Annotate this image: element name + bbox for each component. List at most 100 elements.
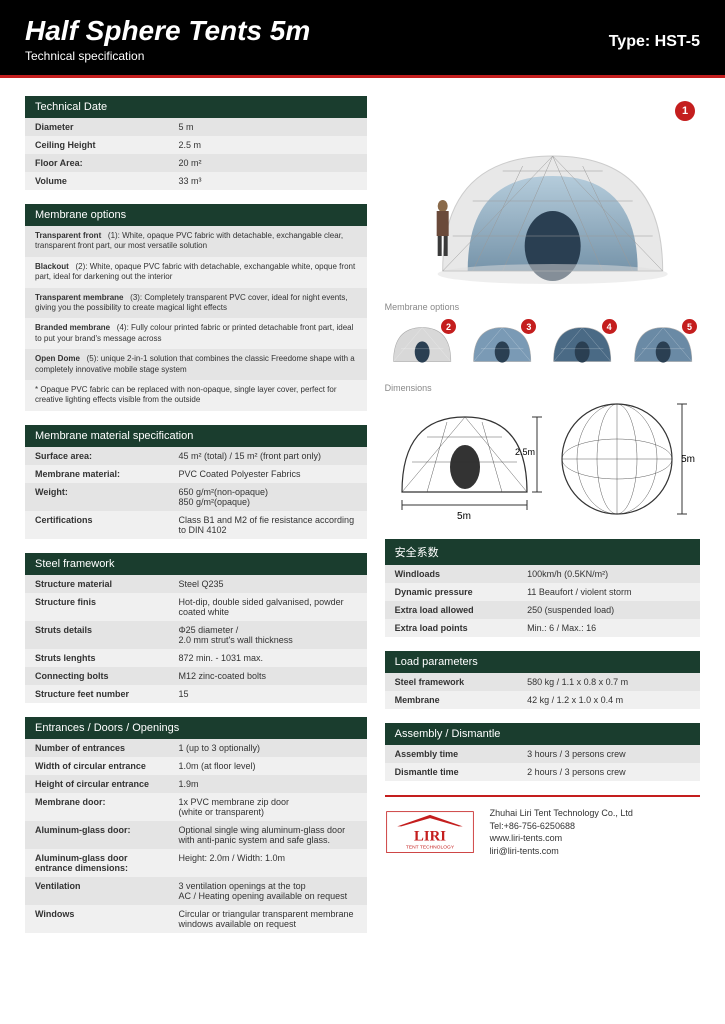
row-key: Surface area: <box>25 447 168 465</box>
row-key: Dynamic pressure <box>385 583 517 601</box>
row-value: 42 kg / 1.2 x 1.0 x 0.4 m <box>517 691 700 709</box>
row-key: Extra load allowed <box>385 601 517 619</box>
row-key: Extra load points <box>385 619 517 637</box>
membrane-option: Branded membrane (4): Fully colour print… <box>25 318 367 349</box>
thumbnail-row: 2345 <box>385 316 700 371</box>
page-subtitle: Technical specification <box>25 49 700 63</box>
row-key: Assembly time <box>385 745 517 763</box>
company-info: Zhuhai Liri Tent Technology Co., Ltd Tel… <box>490 807 633 857</box>
row-key: Struts lenghts <box>25 649 168 667</box>
svg-text:LIRI: LIRI <box>414 828 446 844</box>
row-value: 100km/h (0.5KN/m²) <box>517 565 700 583</box>
label-membrane-options: Membrane options <box>385 302 700 312</box>
membrane-note: * Opaque PVC fabric can be replaced with… <box>25 380 367 411</box>
table-entrances: Number of entrances1 (up to 3 optionally… <box>25 739 367 933</box>
row-value: 1.0m (at floor level) <box>168 757 366 775</box>
row-value: 5 m <box>168 118 366 136</box>
dimension-diagrams: 5m 2.5m 5m <box>385 397 700 527</box>
table-safety: Windloads100km/h (0.5KN/m²)Dynamic press… <box>385 565 700 637</box>
section-membrane-options: Membrane options <box>25 204 367 226</box>
company-email: liri@liri-tents.com <box>490 845 633 858</box>
section-steel: Steel framework <box>25 553 367 575</box>
row-value: Optional single wing aluminum-glass door… <box>168 821 366 849</box>
row-key: Diameter <box>25 118 168 136</box>
row-key: Width of circular entrance <box>25 757 168 775</box>
row-key: Structure material <box>25 575 168 593</box>
row-value: Φ25 diameter / 2.0 mm strut's wall thick… <box>168 621 366 649</box>
row-value: 2 hours / 3 persons crew <box>517 763 700 781</box>
row-key: Membrane material: <box>25 465 168 483</box>
row-key: Certifications <box>25 511 168 539</box>
membrane-option: Transparent front (1): White, opaque PVC… <box>25 226 367 257</box>
row-key: Aluminum-glass door entrance dimensions: <box>25 849 168 877</box>
row-value: 650 g/m²(non-opaque) 850 g/m²(opaque) <box>168 483 366 511</box>
table-membrane-spec: Surface area:45 m² (total) / 15 m² (fron… <box>25 447 367 539</box>
row-value: Height: 2.0m / Width: 1.0m <box>168 849 366 877</box>
row-value: 872 min. - 1031 max. <box>168 649 366 667</box>
dim-full: 5m <box>681 454 695 465</box>
membrane-option: Open Dome (5): unique 2-in-1 solution th… <box>25 349 367 380</box>
section-assembly: Assembly / Dismantle <box>385 723 700 745</box>
company-name: Zhuhai Liri Tent Technology Co., Ltd <box>490 807 633 820</box>
row-key: Number of entrances <box>25 739 168 757</box>
row-key: Weight: <box>25 483 168 511</box>
label-dimensions: Dimensions <box>385 383 700 393</box>
row-value: 3 hours / 3 persons crew <box>517 745 700 763</box>
row-value: Steel Q235 <box>168 575 366 593</box>
section-technical-date: Technical Date <box>25 96 367 118</box>
membrane-option: Blackout (2): White, opaque PVC fabric w… <box>25 257 367 288</box>
svg-text:TENT TECHNOLOGY: TENT TECHNOLOGY <box>406 844 455 850</box>
section-load: Load parameters <box>385 651 700 673</box>
page-title: Half Sphere Tents 5m <box>25 15 700 47</box>
row-key: Dismantle time <box>385 763 517 781</box>
membrane-option: Transparent membrane (3): Completely tra… <box>25 288 367 319</box>
row-value: 20 m² <box>168 154 366 172</box>
dim-width: 5m <box>457 511 471 522</box>
thumbnail-2: 2 <box>385 316 459 371</box>
row-value: 2.5 m <box>168 136 366 154</box>
row-key: Connecting bolts <box>25 667 168 685</box>
row-key: Volume <box>25 172 168 190</box>
row-value: Hot-dip, double sided galvanised, powder… <box>168 593 366 621</box>
row-key: Windloads <box>385 565 517 583</box>
company-web: www.liri-tents.com <box>490 832 633 845</box>
row-key: Ventilation <box>25 877 168 905</box>
table-load: Steel framework580 kg / 1.1 x 0.8 x 0.7 … <box>385 673 700 709</box>
row-value: Min.: 6 / Max.: 16 <box>517 619 700 637</box>
row-key: Ceiling Height <box>25 136 168 154</box>
row-value: 3 ventilation openings at the top AC / H… <box>168 877 366 905</box>
row-key: Structure feet number <box>25 685 168 703</box>
thumbnail-4: 4 <box>545 316 619 371</box>
row-value: Circular or triangular transparent membr… <box>168 905 366 933</box>
row-key: Windows <box>25 905 168 933</box>
logo-icon: LIRI TENT TECHNOLOGY <box>385 810 475 855</box>
thumbnail-3: 3 <box>465 316 539 371</box>
row-value: PVC Coated Polyester Fabrics <box>168 465 366 483</box>
type-label: Type: HST-5 <box>609 33 700 51</box>
company-tel: Tel:+86-756-6250688 <box>490 820 633 833</box>
row-key: Membrane <box>385 691 517 709</box>
table-assembly: Assembly time3 hours / 3 persons crewDis… <box>385 745 700 781</box>
section-membrane-spec: Membrane material specification <box>25 425 367 447</box>
row-value: 15 <box>168 685 366 703</box>
row-value: 1x PVC membrane zip door (white or trans… <box>168 793 366 821</box>
row-value: Class B1 and M2 of fie resistance accord… <box>168 511 366 539</box>
thumbnail-5: 5 <box>626 316 700 371</box>
footer: LIRI TENT TECHNOLOGY Zhuhai Liri Tent Te… <box>385 795 700 867</box>
row-key: Membrane door: <box>25 793 168 821</box>
row-key: Steel framework <box>385 673 517 691</box>
row-value: 250 (suspended load) <box>517 601 700 619</box>
row-key: Floor Area: <box>25 154 168 172</box>
row-value: 580 kg / 1.1 x 0.8 x 0.7 m <box>517 673 700 691</box>
membrane-options-list: Transparent front (1): White, opaque PVC… <box>25 226 367 411</box>
row-key: Structure finis <box>25 593 168 621</box>
table-technical-date: Diameter5 mCeiling Height2.5 mFloor Area… <box>25 118 367 190</box>
table-steel: Structure materialSteel Q235Structure fi… <box>25 575 367 703</box>
main-dome-image: 1 <box>385 96 700 296</box>
row-value: M12 zinc-coated bolts <box>168 667 366 685</box>
badge-1: 1 <box>675 101 695 121</box>
row-key: Aluminum-glass door: <box>25 821 168 849</box>
row-value: 33 m³ <box>168 172 366 190</box>
row-key: Height of circular entrance <box>25 775 168 793</box>
dim-height: 2.5m <box>515 447 535 457</box>
